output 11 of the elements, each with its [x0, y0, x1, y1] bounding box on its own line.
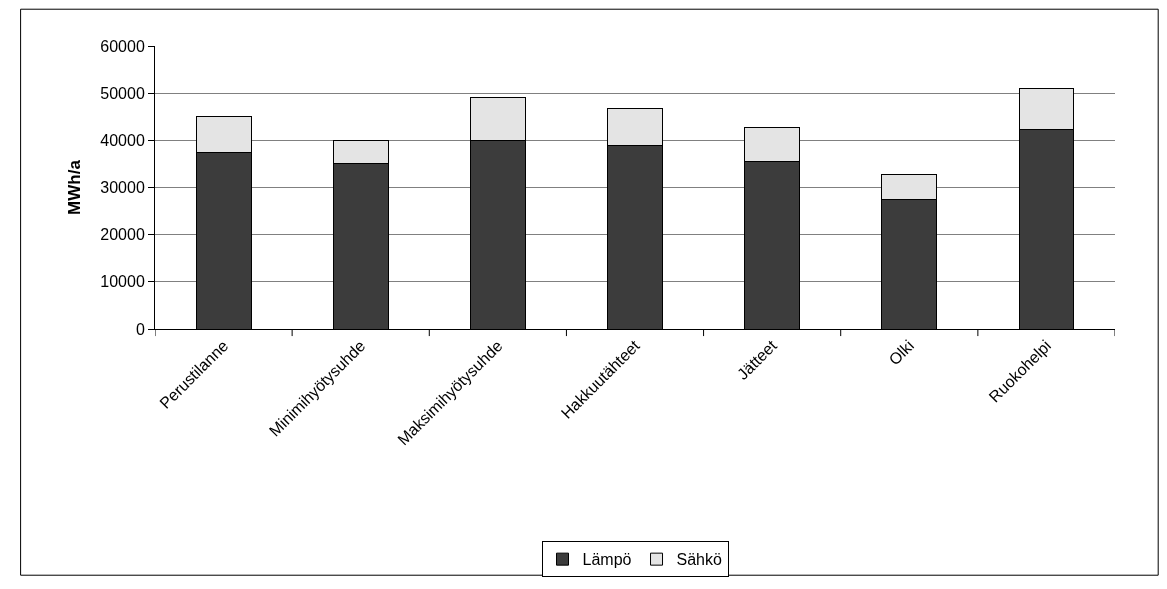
y-tick-label: 0	[135, 320, 145, 338]
y-tick-label: 40000	[100, 131, 145, 149]
y-axis-title: MWh/a	[64, 159, 84, 215]
y-tick-label: 60000	[100, 37, 145, 55]
legend-label: Sähkö	[676, 551, 722, 569]
y-tick-label: 20000	[100, 226, 145, 244]
y-tick-label: 50000	[100, 84, 145, 102]
x-tick-label: Olki	[885, 336, 918, 369]
y-tick-label: 30000	[100, 179, 145, 197]
legend-label: Lämpö	[582, 551, 632, 569]
y-tick-label: 10000	[100, 273, 145, 291]
